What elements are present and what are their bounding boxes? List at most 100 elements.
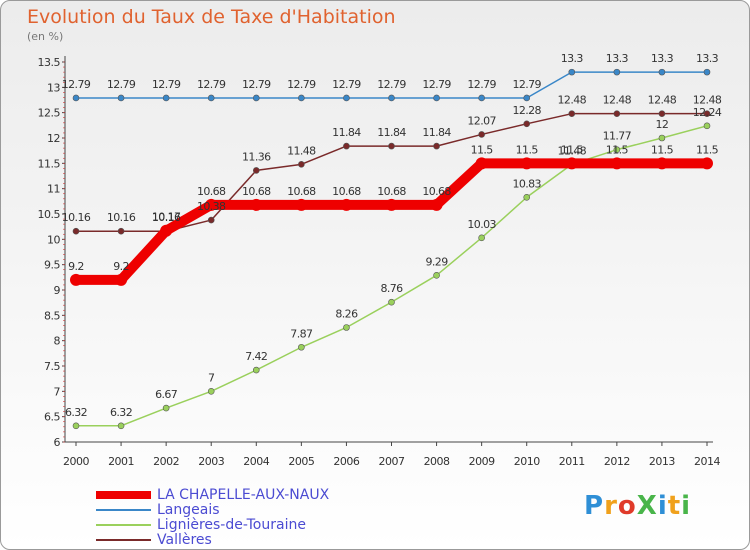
x-tick-label: 2005 [288,455,314,468]
y-tick-label: 11 [47,183,60,196]
data-point [478,94,485,102]
data-point [613,110,621,117]
data-point [72,94,80,102]
legend-swatch [96,523,151,526]
data-point [295,198,308,211]
logo-letter: X [636,491,658,521]
data-point [162,404,170,412]
data-label: 13.3 [561,52,584,65]
data-point [252,94,260,102]
data-label: 11.77 [603,130,632,143]
data-point [658,110,666,117]
data-point [703,122,711,130]
data-point [160,224,173,237]
data-point [298,343,305,351]
data-point [207,94,215,102]
legend-label: Lignières-de-Touraine [157,516,306,533]
data-label: 10.83 [512,177,541,190]
data-point [388,142,395,150]
data-label: 12.48 [558,94,587,107]
data-point [523,94,531,102]
data-label: 13.3 [651,52,674,65]
legend-item-valleres[interactable]: Vallères [96,531,212,548]
x-tick-label: 2006 [333,455,359,468]
y-tick-label: 9 [54,284,61,297]
data-label: 6.32 [65,406,87,419]
data-label: 9.29 [426,255,449,268]
legend-item-lignieres-de-touraine[interactable]: Lignières-de-Touraine [96,516,306,533]
data-point [343,324,350,331]
legend-item-langeais[interactable]: Langeais [96,501,220,518]
y-unit-label: (en %) [27,30,64,43]
data-point [115,273,128,286]
data-point [117,227,125,235]
data-label: 11.48 [287,144,316,157]
data-point [205,198,218,211]
y-tick-label: 12.5 [38,107,61,120]
x-tick-label: 2000 [63,455,89,468]
data-point [70,273,82,286]
data-point [298,161,305,168]
data-label: 7.87 [290,327,313,340]
data-point [655,157,668,170]
x-tick-label: 2004 [243,455,269,468]
data-label: 10.68 [197,185,226,198]
data-label: 12 [656,118,669,131]
data-label: 6.32 [110,406,132,419]
y-tick-label: 7.5 [44,360,60,373]
data-label: 12.24 [693,106,722,119]
data-point [252,167,260,174]
data-point [565,157,578,170]
legend-item-la-chapelle-aux-naux[interactable]: LA CHAPELLE-AUX-NAUX [96,487,329,503]
data-point [523,193,531,201]
data-label: 12.79 [152,78,181,91]
legend-swatch [96,508,151,511]
x-tick-label: 2013 [649,455,675,468]
data-label: 12.79 [287,78,316,91]
data-label: 12.48 [693,94,722,107]
x-tick-label: 2007 [379,455,405,468]
data-label: 10.38 [197,200,226,213]
data-point [207,216,215,224]
legend-label: Vallères [157,531,212,548]
data-label: 10.68 [377,185,406,198]
legend-label: Langeais [157,501,220,518]
y-tick-label: 6.5 [44,411,60,424]
x-tick-label: 2009 [469,455,495,468]
y-tick-label: 8.5 [44,309,60,322]
x-tick-label: 2008 [424,455,450,468]
data-label: 11.84 [377,126,406,139]
data-label: 12.79 [107,78,136,91]
logo-letter: r [604,491,618,521]
data-label: 10.68 [422,185,451,198]
data-point [658,68,666,76]
data-label: 6.67 [155,388,178,401]
legend-swatch [96,490,151,499]
data-point [117,94,125,102]
data-label: 12.79 [467,78,496,91]
x-tick-label: 2010 [514,455,540,468]
proxiti-logo: ProXiti [584,491,691,521]
data-label: 12.79 [242,78,271,91]
data-point [701,157,713,170]
data-point [520,157,533,170]
data-point [207,388,215,395]
data-label: 10.68 [242,185,271,198]
y-tick-label: 11.5 [38,157,61,170]
data-point [433,142,440,150]
y-tick-label: 8 [54,335,61,348]
data-point [703,68,711,76]
x-tick-label: 2011 [559,455,585,468]
data-label: 12.79 [197,78,226,91]
data-label: 10.16 [62,211,91,224]
data-label: 10.16 [107,211,136,224]
data-point [610,157,623,170]
y-tick-label: 13.5 [38,56,61,69]
x-tick-label: 2002 [153,455,179,468]
data-label: 10.03 [467,218,496,231]
data-point [658,134,666,142]
series-line [75,125,708,427]
logo-letter: i [681,491,692,521]
